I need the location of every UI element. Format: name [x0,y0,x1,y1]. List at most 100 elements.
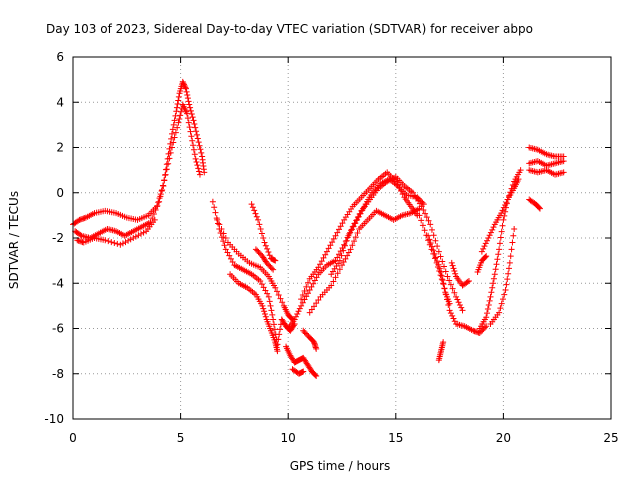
data-point [458,304,465,311]
data-point [163,166,170,173]
data-point-marker [334,229,341,236]
data-point [493,261,500,268]
data-point [300,327,307,334]
data-point-marker [181,81,188,88]
data-point-marker [335,251,342,258]
data-point-marker [168,144,175,151]
data-point [185,119,192,126]
data-point-marker [495,251,502,258]
data-point-marker [267,302,274,309]
data-point [502,287,509,294]
data-point [195,165,202,172]
data-point [560,158,567,165]
data-point-marker [260,305,267,312]
data-point [344,252,351,259]
data-point-marker [451,289,458,296]
data-point [168,130,175,137]
data-point-marker [344,252,351,259]
data-point-marker [336,257,343,264]
data-point-marker [484,310,491,317]
data-point [421,227,428,234]
data-point [342,255,349,262]
data-point [198,149,205,156]
data-point [489,226,496,233]
data-point [339,220,346,227]
data-point-marker [306,309,313,316]
data-point [317,261,324,268]
data-point [340,247,347,254]
data-point-marker [193,131,200,138]
data-point-marker [229,258,236,265]
data-point [449,312,456,319]
data-point [505,270,512,277]
data-point [427,239,434,246]
data-point [327,242,334,249]
data-point-marker [419,199,426,206]
data-point-marker [490,275,497,282]
data-point [336,257,343,264]
data-point-marker [498,228,505,235]
data-point [483,253,490,260]
data-point-marker [303,293,310,300]
data-point-marker [152,206,159,213]
data-point-marker [430,232,437,239]
data-point-marker [481,243,488,250]
data-point [311,277,318,284]
data-point [178,108,185,115]
data-point [276,331,283,338]
data-point-marker [485,235,492,241]
data-point [496,246,503,253]
data-point-marker [352,234,359,241]
data-point [194,162,201,169]
data-point [536,205,543,212]
data-point [191,151,198,158]
data-point-marker [276,331,283,338]
data-point-marker [304,290,311,297]
data-point-marker [268,307,275,314]
data-point-marker [304,331,311,338]
data-point [171,134,178,141]
data-point [265,293,272,300]
data-point [105,238,112,245]
data-point-marker [332,274,339,281]
data-point [255,249,262,256]
data-point-marker [194,162,201,169]
data-point [195,139,202,146]
data-point-marker [359,207,366,214]
data-point-marker [426,236,433,243]
data-point [176,115,183,122]
data-point-marker [351,238,358,245]
data-point [169,126,176,133]
data-point [503,281,510,288]
data-point-marker [179,78,186,85]
data-point [189,114,196,121]
data-point [168,135,175,142]
data-point [212,209,219,216]
data-point [216,221,223,228]
data-point-marker [272,284,279,291]
data-point-marker [339,262,345,269]
y-tick-label: -4 [52,276,64,290]
data-point [270,316,277,323]
data-point-marker [496,246,503,253]
data-point [483,314,490,321]
data-point-marker [150,211,157,218]
data-point-marker [292,313,299,320]
data-point [258,230,265,237]
data-point [313,300,320,307]
data-point [253,213,260,220]
data-point [303,283,310,290]
data-point [447,310,454,317]
data-point-marker [218,234,225,241]
data-point [416,205,423,212]
data-point-marker [339,220,346,227]
data-point-marker [111,239,118,246]
data-point-marker [430,247,437,254]
data-point-marker [354,216,361,223]
data-point [270,321,277,328]
data-point-marker [171,134,178,141]
data-point-marker [270,266,277,273]
data-point [301,287,308,294]
data-point-marker [325,245,332,252]
data-point-marker [427,239,434,246]
